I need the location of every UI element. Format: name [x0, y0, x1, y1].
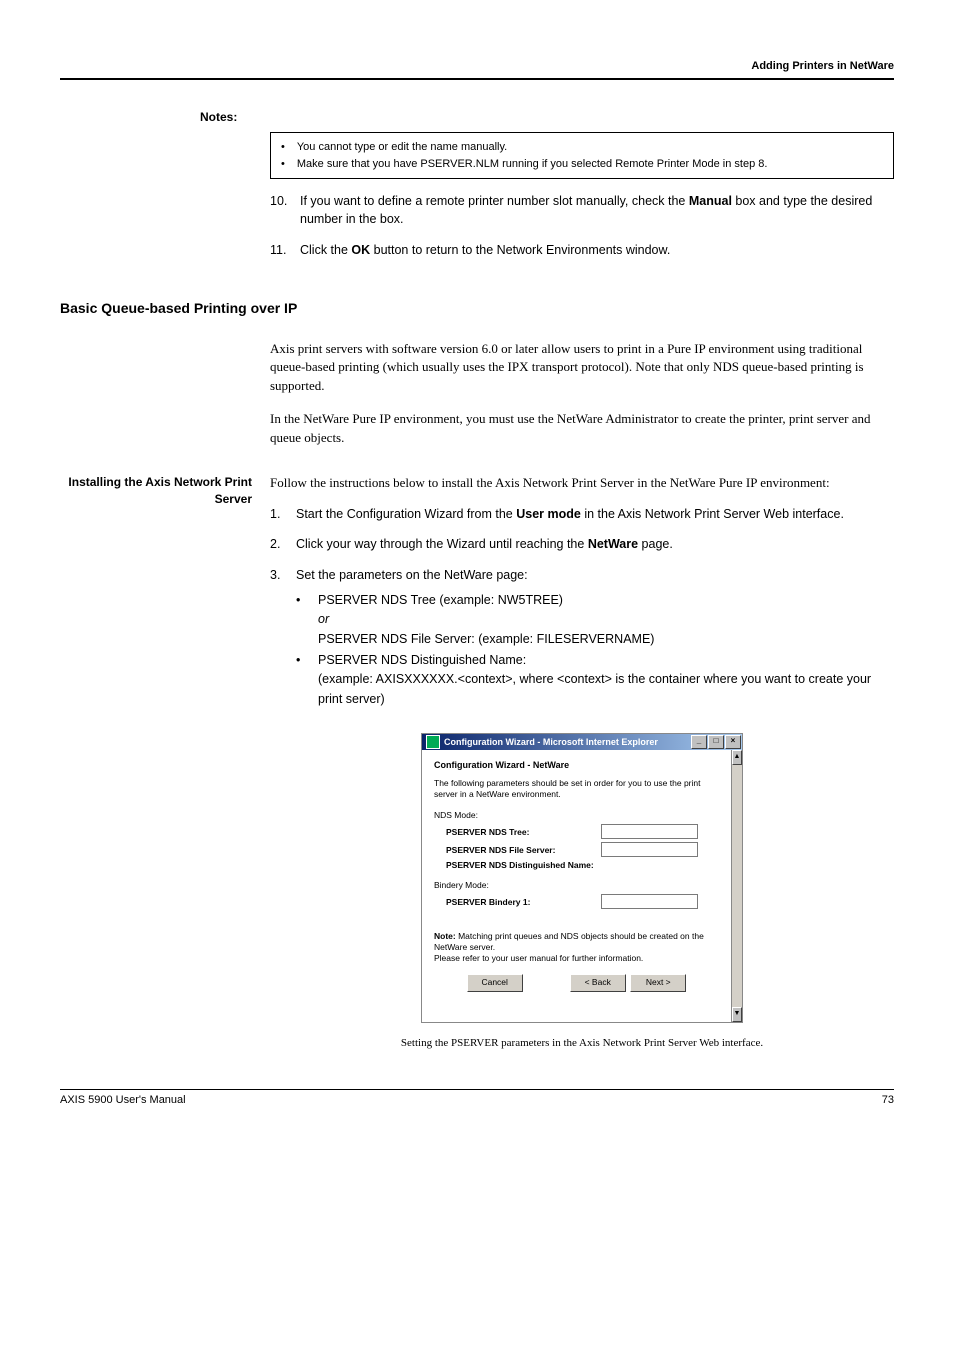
minimize-button[interactable]: _: [691, 735, 707, 749]
wizard-heading: Configuration Wizard - NetWare: [434, 760, 719, 770]
step-11: 11. Click the OK button to return to the…: [270, 242, 894, 260]
scrollbar[interactable]: ▲ ▼: [731, 750, 742, 1022]
step-number: 3.: [270, 566, 286, 585]
step-text: in the Axis Network Print Server Web int…: [581, 507, 844, 521]
field-label: PSERVER NDS Tree:: [446, 827, 601, 837]
window-title: Configuration Wizard - Microsoft Interne…: [444, 737, 658, 747]
page-header: Adding Printers in NetWare: [60, 60, 894, 80]
wizard-intro: The following parameters should be set i…: [434, 778, 719, 800]
ie-icon: [426, 735, 440, 749]
step-number: 11.: [270, 242, 292, 260]
footer-right: 73: [882, 1094, 894, 1106]
close-button[interactable]: ×: [725, 735, 741, 749]
step-text: page.: [638, 537, 673, 551]
scroll-up-icon[interactable]: ▲: [732, 750, 742, 765]
field-label: PSERVER NDS Distinguished Name:: [446, 860, 601, 870]
step-bold: Manual: [689, 194, 732, 208]
step-bold: NetWare: [588, 537, 638, 551]
back-button[interactable]: < Back: [570, 974, 626, 992]
paragraph: In the NetWare Pure IP environment, you …: [270, 410, 894, 448]
figure-caption: Setting the PSERVER parameters in the Ax…: [270, 1037, 894, 1049]
step-text: Click the: [300, 243, 351, 257]
margin-heading: Installing the Axis Network Print Server: [60, 474, 270, 711]
step-text: Start the Configuration Wizard from the: [296, 507, 516, 521]
sub-or: or: [318, 610, 654, 629]
sub-item: PSERVER NDS Distinguished Name:: [318, 651, 894, 670]
nds-tree-input[interactable]: [601, 824, 698, 839]
step-text: If you want to define a remote printer n…: [300, 194, 689, 208]
cancel-button[interactable]: Cancel: [467, 974, 523, 992]
maximize-button[interactable]: □: [708, 735, 724, 749]
ol-step-1: 1. Start the Configuration Wizard from t…: [270, 505, 894, 524]
sub-item: PSERVER NDS Tree (example: NW5TREE): [318, 591, 654, 610]
note-item: You cannot type or edit the name manuall…: [297, 139, 507, 156]
scroll-down-icon[interactable]: ▼: [732, 1007, 742, 1022]
step-10: 10. If you want to define a remote print…: [270, 193, 894, 228]
bullet-icon: •: [296, 651, 308, 709]
notes-label: Notes:: [200, 110, 894, 124]
sub-item: PSERVER NDS File Server: (example: FILES…: [318, 630, 654, 649]
page-footer: AXIS 5900 User's Manual 73: [60, 1089, 894, 1106]
note-item: Make sure that you have PSERVER.NLM runn…: [297, 156, 768, 173]
bullet-icon: •: [281, 156, 285, 173]
bullet-icon: •: [281, 139, 285, 156]
footer-left: AXIS 5900 User's Manual: [60, 1094, 186, 1106]
field-label: PSERVER Bindery 1:: [446, 897, 601, 907]
note-text: Please refer to your user manual for fur…: [434, 953, 643, 963]
step-number: 10.: [270, 193, 292, 228]
bindery-mode-label: Bindery Mode:: [434, 880, 719, 890]
step-bold: OK: [351, 243, 370, 257]
step-bold: User mode: [516, 507, 581, 521]
sub-item: (example: AXISXXXXXX.<context>, where <c…: [318, 670, 894, 709]
paragraph: Axis print servers with software version…: [270, 340, 894, 397]
bullet-icon: •: [296, 591, 308, 649]
window-titlebar: Configuration Wizard - Microsoft Interne…: [422, 734, 742, 750]
bindery-input[interactable]: [601, 894, 698, 909]
next-button[interactable]: Next >: [630, 974, 686, 992]
step-text: Click your way through the Wizard until …: [296, 537, 588, 551]
notes-box: • You cannot type or edit the name manual…: [270, 132, 894, 179]
ol-step-2: 2. Click your way through the Wizard unt…: [270, 535, 894, 554]
intro-text: Follow the instructions below to install…: [270, 474, 894, 493]
note-text: Matching print queues and NDS objects sh…: [434, 931, 704, 952]
step-number: 2.: [270, 535, 286, 554]
section-heading: Basic Queue-based Printing over IP: [60, 300, 894, 316]
wizard-note: Note: Matching print queues and NDS obje…: [434, 931, 719, 964]
nds-mode-label: NDS Mode:: [434, 810, 719, 820]
nds-fileserver-input[interactable]: [601, 842, 698, 857]
step-number: 1.: [270, 505, 286, 524]
wizard-screenshot: Configuration Wizard - Microsoft Interne…: [421, 733, 743, 1023]
note-bold: Note:: [434, 931, 456, 941]
ol-step-3: 3. Set the parameters on the NetWare pag…: [270, 566, 894, 585]
field-label: PSERVER NDS File Server:: [446, 845, 601, 855]
step-text: Set the parameters on the NetWare page:: [296, 566, 528, 585]
step-text: button to return to the Network Environm…: [370, 243, 670, 257]
